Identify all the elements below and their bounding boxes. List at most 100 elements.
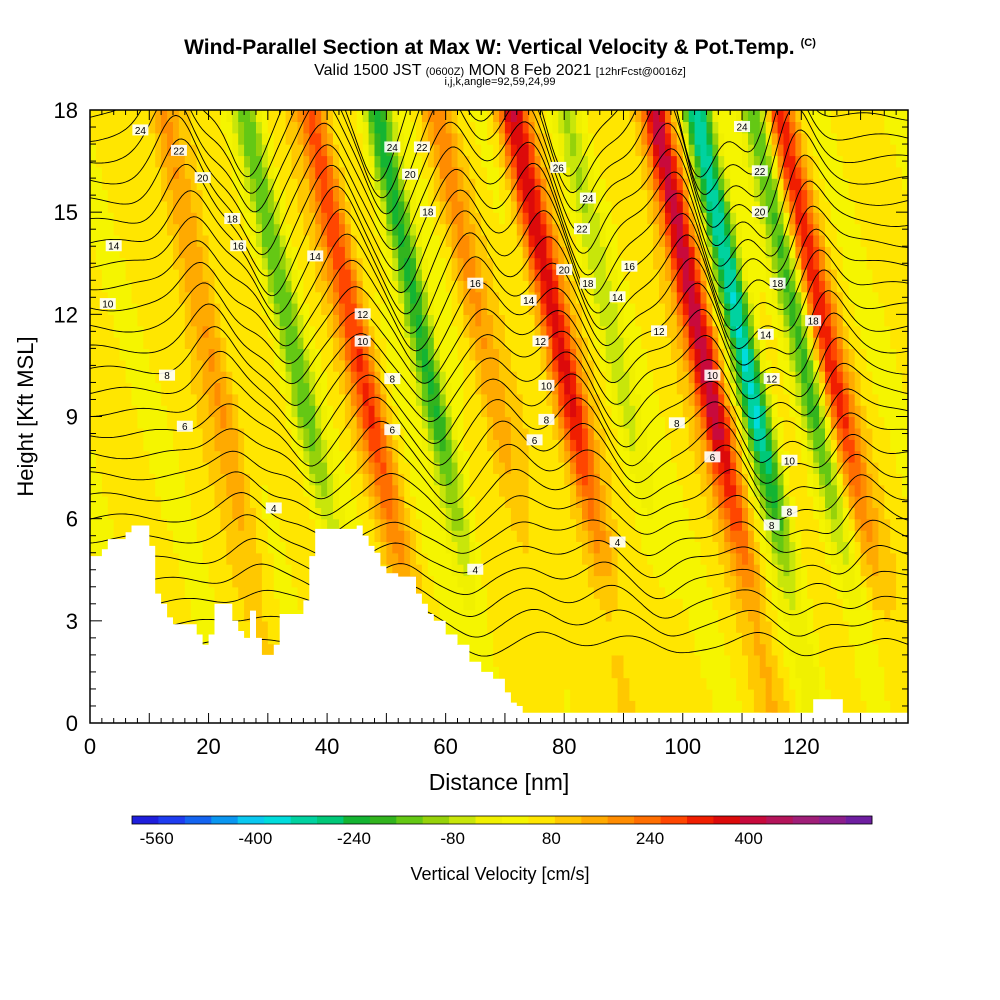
heatmap-cell: [380, 405, 387, 418]
heatmap-cell: [309, 303, 316, 315]
heatmap-cell: [350, 246, 358, 259]
heatmap-cell: [564, 507, 571, 520]
heatmap-cell: [481, 541, 488, 554]
heatmap-cell: [528, 325, 536, 338]
heatmap-cell: [534, 575, 542, 588]
heatmap-cell: [339, 144, 346, 157]
heatmap-cell: [510, 473, 518, 486]
heatmap-cell: [534, 121, 542, 134]
heatmap-cell: [617, 586, 625, 599]
heatmap-cell: [593, 337, 601, 349]
heatmap-cell: [522, 348, 530, 361]
heatmap-cell: [398, 541, 405, 554]
heatmap-cell: [173, 586, 180, 599]
heatmap-cell: [599, 461, 607, 474]
heatmap-cell: [552, 654, 559, 667]
heatmap-cell: [558, 598, 565, 611]
heatmap-cell: [279, 189, 287, 202]
heatmap-cell: [439, 337, 447, 349]
heatmap-cell: [380, 303, 387, 315]
heatmap-cell: [451, 518, 459, 531]
heatmap-cell: [374, 291, 381, 304]
heatmap-cell: [540, 496, 547, 508]
heatmap-cell: [416, 439, 423, 452]
heatmap-cell: [149, 507, 156, 520]
heatmap-cell: [623, 541, 630, 554]
heatmap-cell: [167, 257, 174, 270]
heatmap-cell: [570, 439, 577, 452]
heatmap-cell: [564, 348, 571, 361]
heatmap-cell: [463, 337, 470, 349]
heatmap-cell: [208, 268, 216, 281]
heatmap-cell: [599, 598, 607, 611]
heatmap-cell: [534, 359, 542, 372]
heatmap-cell: [392, 564, 399, 577]
heatmap-cell: [611, 405, 619, 418]
heatmap-cell: [273, 291, 281, 304]
heatmap-cell: [599, 688, 607, 701]
heatmap-cell: [510, 314, 518, 327]
heatmap-cell: [510, 144, 518, 157]
heatmap-cell: [238, 371, 245, 384]
heatmap-cell: [564, 303, 571, 315]
heatmap-cell: [261, 257, 269, 270]
heatmap-cell: [475, 427, 482, 440]
heatmap-cell: [475, 598, 482, 611]
heatmap-cell: [244, 303, 251, 315]
heatmap-cell: [202, 280, 210, 293]
heatmap-cell: [374, 484, 381, 497]
heatmap-cell: [131, 178, 138, 191]
heatmap-cell: [190, 507, 198, 520]
heatmap-cell: [463, 166, 470, 179]
heatmap-cell: [398, 450, 405, 463]
heatmap-cell: [493, 303, 500, 315]
heatmap-cell: [421, 484, 429, 497]
heatmap-cell: [149, 393, 156, 406]
heatmap-cell: [481, 530, 488, 542]
heatmap-cell: [386, 507, 393, 520]
heatmap-cell: [214, 552, 221, 565]
heatmap-cell: [113, 337, 121, 349]
heatmap-cell: [339, 223, 346, 236]
heatmap-cell: [303, 200, 310, 213]
heatmap-cell: [143, 337, 150, 349]
heatmap-cell: [374, 280, 381, 293]
heatmap-cell: [599, 314, 607, 327]
heatmap-cell: [190, 121, 198, 134]
heatmap-cell: [445, 507, 453, 520]
heatmap-cell: [570, 155, 577, 168]
heatmap-cell: [469, 359, 476, 372]
heatmap-cell: [101, 359, 109, 372]
heatmap-cell: [439, 586, 447, 599]
heatmap-cell: [362, 155, 370, 168]
heatmap-cell: [95, 496, 103, 508]
heatmap-cell: [516, 643, 524, 656]
heatmap-cell: [617, 144, 625, 157]
heatmap-cell: [546, 303, 553, 315]
heatmap-cell: [623, 280, 630, 293]
heatmap-cell: [333, 212, 340, 225]
heatmap-cell: [552, 620, 559, 633]
heatmap-cell: [173, 280, 180, 293]
heatmap-cell: [510, 496, 518, 508]
heatmap-cell: [350, 325, 358, 338]
heatmap-cell: [291, 246, 298, 259]
heatmap-cell: [196, 200, 204, 213]
heatmap-cell: [374, 416, 381, 429]
heatmap-cell: [611, 223, 619, 236]
heatmap-cell: [380, 121, 387, 134]
heatmap-cell: [267, 325, 275, 338]
heatmap-cell: [552, 518, 559, 531]
heatmap-cell: [90, 507, 97, 520]
heatmap-cell: [167, 359, 174, 372]
heatmap-cell: [540, 427, 547, 440]
heatmap-cell: [339, 348, 346, 361]
heatmap-cell: [582, 110, 589, 122]
heatmap-cell: [451, 337, 459, 349]
heatmap-cell: [564, 110, 571, 122]
heatmap-cell: [427, 473, 435, 486]
heatmap-cell: [593, 121, 601, 134]
heatmap-cell: [285, 257, 293, 270]
heatmap-cell: [564, 654, 571, 667]
heatmap-cell: [617, 427, 625, 440]
